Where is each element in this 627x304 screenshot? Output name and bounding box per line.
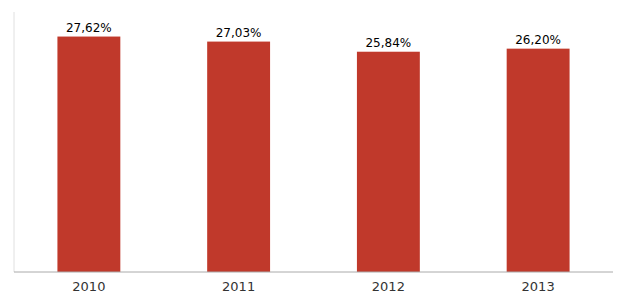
bar xyxy=(507,49,570,272)
bars xyxy=(57,37,569,272)
x-tick-label: 2013 xyxy=(522,279,555,294)
x-tick-label: 2011 xyxy=(222,279,255,294)
data-label: 27,62% xyxy=(66,21,112,35)
data-label: 26,20% xyxy=(515,33,561,47)
x-tick-label: 2010 xyxy=(72,279,105,294)
bar xyxy=(57,37,120,272)
x-axis-line xyxy=(14,272,613,273)
data-label: 27,03% xyxy=(216,26,262,40)
chart: 27,62% 27,03% 25,84% 26,20% 2010 2011 2012 2013 xyxy=(0,0,627,304)
data-label: 25,84% xyxy=(365,36,411,50)
y-axis-line xyxy=(14,12,15,272)
bar xyxy=(357,52,420,272)
bar xyxy=(207,42,270,272)
x-tick-label: 2012 xyxy=(372,279,405,294)
